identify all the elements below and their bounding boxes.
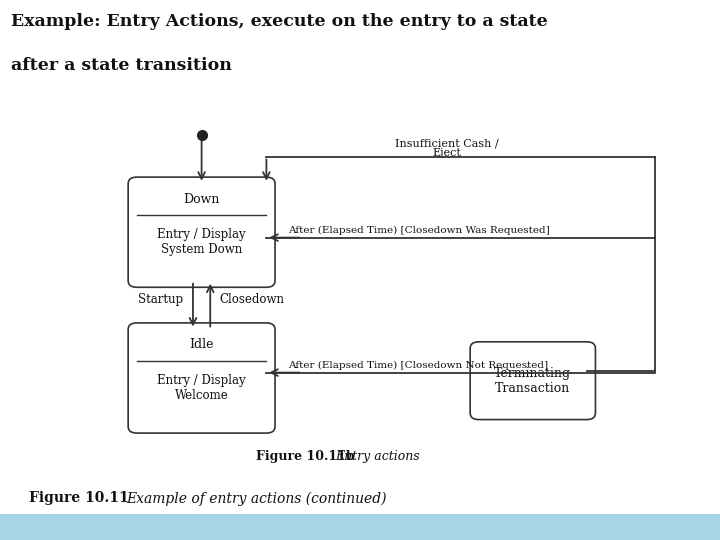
Text: Eject: Eject xyxy=(432,148,461,158)
Text: Figure 10.11b: Figure 10.11b xyxy=(256,450,354,463)
Bar xyxy=(0,514,720,540)
Text: Entry / Display
Welcome: Entry / Display Welcome xyxy=(157,374,246,402)
Text: Example: Entry Actions, execute on the entry to a state: Example: Entry Actions, execute on the e… xyxy=(11,14,547,30)
FancyBboxPatch shape xyxy=(128,323,275,433)
Text: Down: Down xyxy=(184,193,220,206)
Text: After (Elapsed Time) [Closedown Was Requested]: After (Elapsed Time) [Closedown Was Requ… xyxy=(288,226,550,235)
FancyBboxPatch shape xyxy=(128,177,275,287)
Text: Startup: Startup xyxy=(138,293,184,306)
Text: Entry actions: Entry actions xyxy=(335,450,420,463)
FancyBboxPatch shape xyxy=(470,342,595,420)
Text: Insufficient Cash /: Insufficient Cash / xyxy=(395,138,498,148)
Text: Example of entry actions (continued): Example of entry actions (continued) xyxy=(126,491,387,505)
Text: Terminating
Transaction: Terminating Transaction xyxy=(494,367,572,395)
Text: After (Elapsed Time) [Closedown Not Requested]: After (Elapsed Time) [Closedown Not Requ… xyxy=(288,361,548,370)
Text: Closedown: Closedown xyxy=(220,293,284,306)
Text: Figure 10.11: Figure 10.11 xyxy=(29,491,129,505)
Text: Idle: Idle xyxy=(189,339,214,352)
Text: Entry / Display
System Down: Entry / Display System Down xyxy=(157,228,246,256)
Text: after a state transition: after a state transition xyxy=(11,57,232,73)
